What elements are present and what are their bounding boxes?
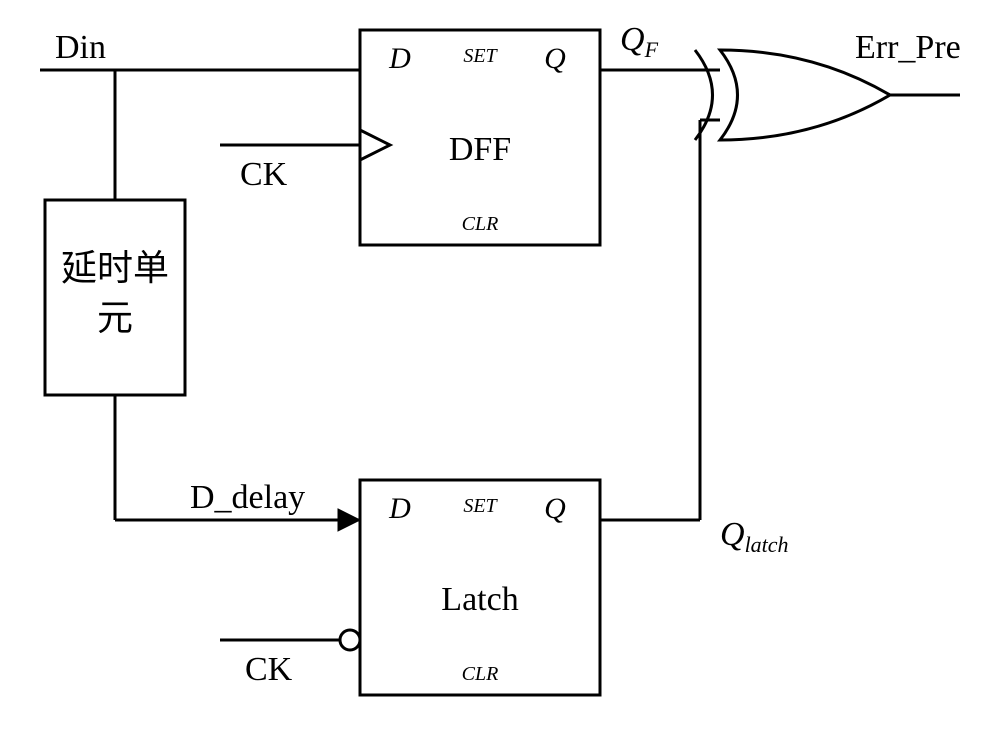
inverter-bubble-icon — [340, 630, 360, 650]
err-pre-label: Err_Pre — [855, 29, 961, 66]
dff-name: DFF — [449, 131, 511, 168]
qlatch-label: Qlatch — [720, 516, 789, 557]
xor-gate-back-arc — [695, 50, 713, 140]
dff-d-pin: D — [388, 42, 411, 75]
din-label: Din — [55, 29, 106, 66]
latch-set-pin: SET — [463, 495, 498, 517]
delay-unit-label-1: 延时单 — [61, 248, 169, 288]
latch-q-pin: Q — [544, 492, 566, 525]
arrowhead-icon — [338, 509, 360, 531]
ck-top-label: CK — [240, 156, 288, 193]
latch-name: Latch — [441, 581, 518, 618]
qf-label: QF — [620, 21, 659, 62]
circuit-diagram: Din 延时单元 D SET Q DFF CLR CK QF D SET Q Latch CLR D_del… — [0, 0, 1000, 746]
dff-set-pin: SET — [463, 45, 498, 67]
d-delay-label: D_delay — [190, 479, 305, 516]
dff-clr-pin: CLR — [462, 213, 499, 235]
ck-bot-label: CK — [245, 651, 293, 688]
delay-unit-label-2: 元 — [97, 298, 133, 338]
latch-clr-pin: CLR — [462, 663, 499, 685]
dff-q-pin: Q — [544, 42, 566, 75]
latch-d-pin: D — [388, 492, 411, 525]
